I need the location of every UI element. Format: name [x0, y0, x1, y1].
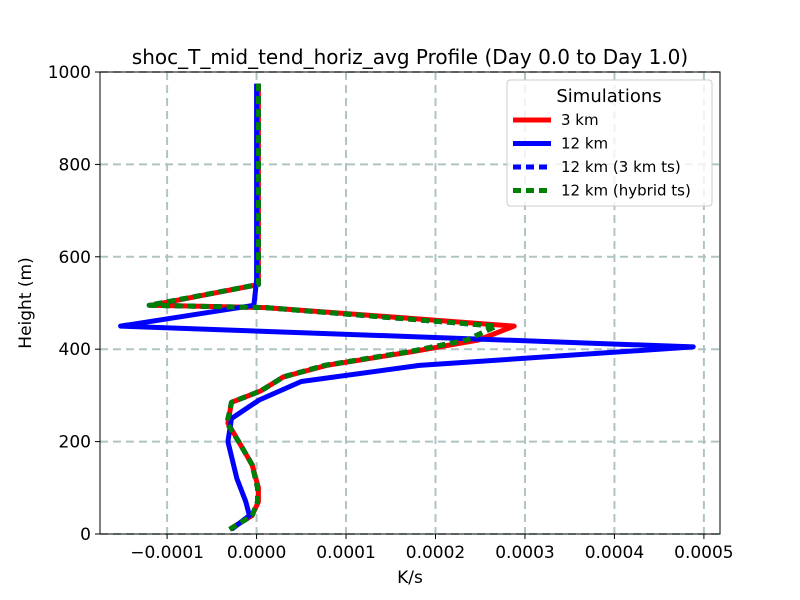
legend: Simulations 3 km 12 km 12 km (3 km ts) 12 k…: [506, 79, 713, 207]
y-tick-label: 1000: [48, 63, 91, 83]
x-tick-label: 0.0005: [674, 543, 733, 563]
x-tick-label: −0.0001: [130, 543, 204, 563]
y-tick-label: 400: [59, 340, 91, 360]
ticks: −0.0001 0.0000 0.0001 0.0002 0.0003 0.0004 0.0…: [48, 63, 734, 563]
legend-box: [506, 79, 713, 207]
legend-label-1: 12 km: [561, 135, 608, 153]
legend-label-3: 12 km (hybrid ts): [561, 182, 691, 200]
series-layer: [118, 83, 696, 532]
grid: [100, 71, 720, 535]
x-tick-label: 0.0003: [495, 543, 554, 563]
x-tick-label: 0.0000: [227, 543, 286, 563]
y-tick-label: 600: [59, 248, 91, 268]
y-tick-label: 200: [59, 433, 91, 453]
y-tick-label: 0: [80, 525, 91, 545]
legend-title: Simulations: [556, 86, 661, 107]
legend-label-2: 12 km (3 km ts): [561, 158, 681, 176]
legend-label-0: 3 km: [561, 111, 599, 129]
x-axis-label: K/s: [397, 568, 423, 588]
y-tick-label: 800: [59, 155, 91, 175]
plot-frame: [99, 71, 721, 535]
x-tick-label: 0.0001: [316, 543, 375, 563]
chart-title: shoc_T_mid_tend_horiz_avg Profile (Day 0…: [132, 45, 688, 69]
x-tick-label: 0.0002: [406, 543, 465, 563]
legend-entries: 3 km 12 km 12 km (3 km ts) 12 km (hybrid ts…: [513, 111, 691, 200]
x-tick-label: 0.0004: [585, 543, 644, 563]
series-line-3: [146, 83, 499, 532]
y-axis-label: Height (m): [16, 257, 36, 348]
